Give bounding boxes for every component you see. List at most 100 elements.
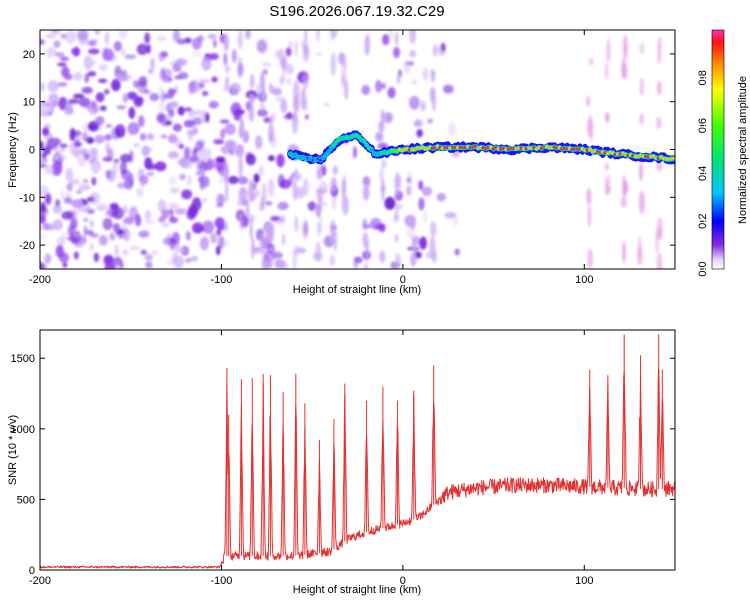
noise-blob: [81, 131, 88, 142]
noise-blob: [258, 165, 265, 176]
streak-blob: [239, 114, 244, 135]
noise-blob: [216, 228, 222, 236]
noise-blob: [56, 62, 67, 67]
noise-blob: [78, 184, 91, 191]
noise-blob: [71, 217, 78, 226]
noise-blob: [75, 189, 83, 194]
streak-blob: [381, 177, 385, 202]
noise-blob: [210, 232, 217, 244]
bottom-x-axis: -200 -100 0 100: [29, 330, 593, 587]
noise-blob: [324, 102, 329, 108]
streak-blob: [223, 83, 231, 92]
noise-blob: [138, 76, 148, 87]
noise-blob: [227, 175, 239, 185]
noise-blob: [104, 262, 116, 269]
noise-blob: [89, 233, 99, 238]
noise-blob: [156, 112, 165, 124]
noise-blob: [252, 246, 262, 254]
noise-blob: [105, 123, 112, 128]
streak-blob: [656, 253, 663, 269]
noise-blob: [387, 87, 396, 99]
colorbar-tick-label: 0.2: [697, 214, 709, 229]
noise-blob: [98, 234, 108, 246]
streak-blob: [237, 30, 243, 50]
streak-blob: [365, 33, 370, 55]
noise-blob: [254, 135, 263, 150]
bottom-x-axis-label: Height of straight line (km): [293, 584, 421, 596]
bottom-y-tick-label: 500: [17, 494, 35, 506]
top-x-tick-label: -200: [29, 274, 51, 286]
noise-blob: [189, 155, 200, 163]
noise-blob: [285, 64, 295, 75]
streak-blob: [303, 45, 309, 57]
noise-blob: [55, 244, 64, 258]
streak-blob: [604, 112, 610, 123]
streak-blob: [249, 103, 255, 123]
noise-blob: [77, 148, 89, 156]
noise-blob: [175, 58, 187, 66]
noise-blob: [420, 100, 427, 112]
noise-blob: [83, 225, 88, 237]
noise-blob: [384, 196, 396, 210]
streak-blob: [292, 249, 297, 269]
noise-blob: [183, 119, 196, 128]
ridge-core: [364, 143, 369, 147]
noise-blob: [123, 227, 131, 242]
noise-blob: [154, 161, 167, 172]
noise-blob: [172, 63, 182, 72]
noise-blob: [44, 164, 54, 175]
noise-blob: [109, 232, 116, 241]
noise-blob: [231, 48, 237, 63]
streak-blob: [279, 215, 286, 224]
noise-blob: [201, 90, 209, 97]
noise-blob: [208, 53, 219, 60]
noise-blob: [215, 156, 226, 163]
noise-blob: [72, 46, 80, 57]
noise-blob: [191, 256, 199, 262]
noise-blob: [99, 105, 107, 111]
noise-blob: [295, 186, 305, 199]
noise-blob: [172, 123, 182, 132]
noise-blob: [271, 87, 282, 96]
streak-blob: [280, 99, 288, 113]
noise-blob: [114, 244, 119, 258]
streak-blob: [260, 195, 265, 212]
noise-blob: [54, 147, 60, 157]
noise-blob: [186, 174, 192, 186]
noise-blob: [276, 153, 285, 168]
noise-blob: [90, 100, 97, 109]
streak-blob: [302, 178, 309, 197]
noise-blob: [61, 211, 74, 220]
noise-blob: [83, 59, 96, 66]
noise-blob: [103, 88, 110, 95]
bottom-x-tick-label: -100: [210, 575, 232, 587]
noise-blob: [173, 75, 183, 80]
streak-blob: [237, 196, 244, 207]
streak-blob: [223, 221, 229, 232]
noise-blob: [215, 203, 224, 208]
noise-blob: [146, 171, 155, 177]
noise-blob: [176, 248, 186, 253]
noise-blob: [40, 140, 44, 151]
streak-blob: [333, 229, 338, 252]
noise-blob: [208, 100, 219, 109]
top-y-tick-label: -20: [19, 240, 35, 252]
noise-blob: [82, 179, 89, 184]
top-x-tick-label: 0: [400, 274, 406, 286]
noise-blob: [248, 214, 255, 224]
noise-blob: [192, 126, 199, 135]
streak-blob: [412, 236, 416, 251]
streak-blob: [269, 84, 274, 93]
noise-blob: [112, 206, 125, 220]
noise-blob: [157, 199, 167, 213]
noise-blob: [178, 143, 184, 149]
ridge-core: [672, 157, 675, 161]
noise-blob: [89, 147, 99, 161]
noise-blob: [375, 79, 382, 93]
noise-blob: [144, 210, 151, 221]
noise-blob: [78, 97, 91, 108]
noise-blob: [109, 203, 119, 209]
noise-blob: [98, 63, 108, 71]
noise-blob: [184, 37, 192, 44]
